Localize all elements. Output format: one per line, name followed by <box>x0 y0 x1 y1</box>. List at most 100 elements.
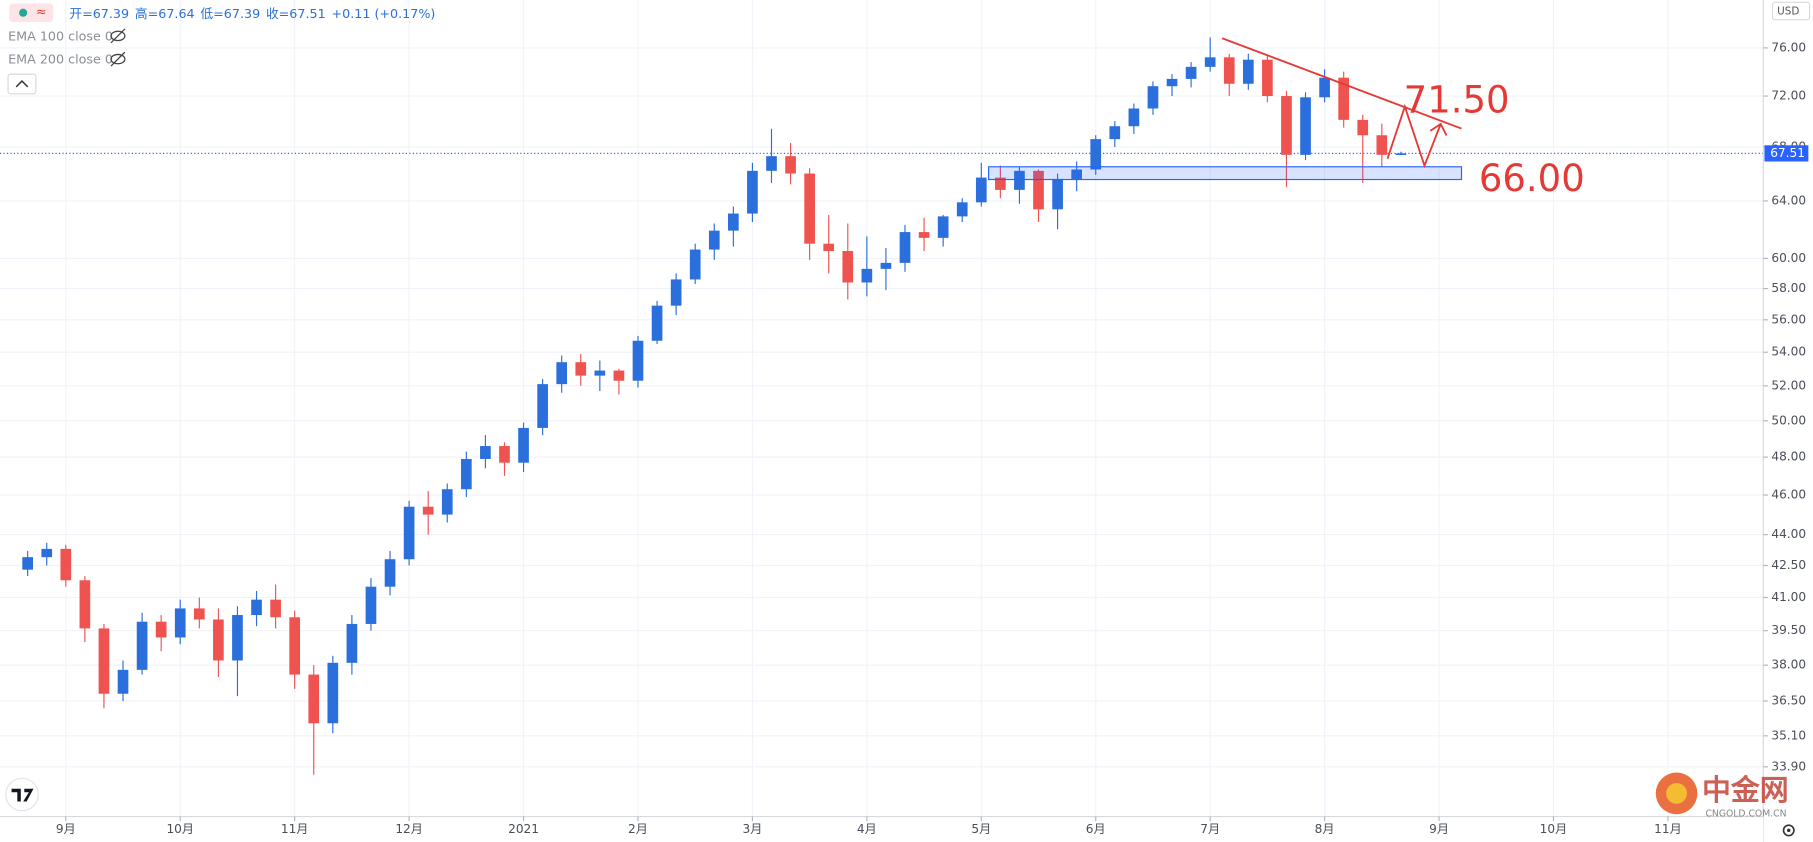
candle-body <box>251 599 262 616</box>
candle-body <box>460 458 472 490</box>
time-axis <box>0 816 1764 842</box>
candle-body <box>327 662 339 724</box>
y-tick-label: 72.00 <box>1771 89 1806 103</box>
candle-body <box>289 617 301 675</box>
y-tick-label: 76.00 <box>1771 40 1806 54</box>
y-tick-label: 35.10 <box>1771 728 1806 742</box>
candle-body <box>956 202 968 217</box>
price-axis <box>1763 0 1813 842</box>
x-tick-label: 2月 <box>628 822 648 836</box>
candle-body <box>117 669 129 694</box>
y-tick-label: 39.50 <box>1771 623 1806 637</box>
candle-body <box>499 446 510 463</box>
candle-body <box>1166 78 1178 87</box>
candle-body <box>937 216 949 238</box>
candle-body <box>1185 66 1197 79</box>
candle-body <box>670 279 682 306</box>
x-tick-label: 4月 <box>857 822 877 836</box>
candle-body <box>537 384 548 428</box>
candle-body <box>174 608 186 638</box>
last-price-box <box>1764 145 1809 162</box>
candle-body <box>1204 57 1216 67</box>
x-tick-label: 11月 <box>1654 822 1682 836</box>
candle-body <box>785 156 796 174</box>
annotation-text: 66.00 <box>1479 157 1585 200</box>
candle-body <box>270 599 281 618</box>
ohlc-item: 高=67.64 <box>135 5 195 20</box>
x-tick-label: 10月 <box>1540 822 1568 836</box>
candle-body <box>1071 169 1083 179</box>
candle-body <box>346 623 358 663</box>
x-tick-label: 5月 <box>971 822 991 836</box>
y-tick-label: 41.00 <box>1771 590 1806 604</box>
y-tick-label: 50.00 <box>1771 413 1806 427</box>
candle-body <box>613 370 625 381</box>
symbol-icon: ≈ <box>36 4 47 19</box>
candle-body <box>804 173 815 244</box>
x-tick-label: 8月 <box>1315 822 1335 836</box>
candle-body <box>403 506 415 560</box>
watermark-site: CNGOLD.COM.CN <box>1705 809 1786 820</box>
x-tick-label: 9月 <box>56 822 76 836</box>
candle-body <box>193 608 205 620</box>
settings-icon[interactable] <box>1782 824 1795 837</box>
candle-body <box>60 548 72 581</box>
y-tick-label: 33.90 <box>1771 759 1806 773</box>
status-dot <box>19 8 28 17</box>
candle-body <box>556 362 568 385</box>
candle-body <box>232 615 243 661</box>
candle-body <box>632 340 644 381</box>
symbol-badge[interactable] <box>9 3 54 23</box>
candle-body <box>1395 153 1407 155</box>
candles <box>22 37 1407 775</box>
candle-body <box>441 489 453 515</box>
candle-body <box>213 619 224 661</box>
x-tick-label: 10月 <box>166 822 194 836</box>
ohlc-item: 收=67.51 <box>266 5 326 20</box>
y-tick-label: 38.00 <box>1771 658 1806 672</box>
y-tick-label: 58.00 <box>1771 281 1806 295</box>
candle-body <box>880 262 892 269</box>
x-tick-label: 12月 <box>395 822 423 836</box>
indicator-label[interactable]: EMA 200 close 0 <box>8 52 113 67</box>
indicator-label[interactable]: EMA 100 close 0 <box>8 29 113 44</box>
ohlc-item: +0.11 (+0.17%) <box>331 5 435 20</box>
candle-body <box>575 362 587 376</box>
candle-body <box>1338 77 1350 120</box>
hide-icons[interactable] <box>110 28 126 67</box>
candle-body <box>975 177 987 203</box>
currency-selector[interactable]: USD <box>1771 1 1811 21</box>
axes: 33.90 35.10 36.50 38.00 39.50 41.00 42.50 44.00… <box>56 40 1809 836</box>
collapse-icon <box>15 80 29 88</box>
arrow-head <box>1429 122 1448 136</box>
tv-logo[interactable] <box>5 777 39 812</box>
candle-body <box>518 427 529 463</box>
x-tick-label: 11月 <box>281 822 309 836</box>
y-tick-label: 46.00 <box>1771 488 1806 502</box>
candle-body <box>1319 77 1330 98</box>
x-tick-label: 7月 <box>1200 822 1220 836</box>
candle-body <box>1014 170 1025 190</box>
candle-body <box>98 628 110 694</box>
watermark: 中金网 CNGOLD.COM.CN <box>1655 772 1789 820</box>
candle-body <box>861 268 873 283</box>
candle-body <box>1300 97 1311 155</box>
candle-body <box>594 370 606 376</box>
candle-body <box>823 243 835 252</box>
collapse-button[interactable] <box>7 73 37 95</box>
candle-body <box>480 446 491 459</box>
candle-body <box>995 177 1006 190</box>
y-tick-label: 60.00 <box>1771 251 1806 265</box>
y-tick-label: 52.00 <box>1771 378 1806 392</box>
y-tick-label: 42.50 <box>1771 558 1806 572</box>
candle-body <box>766 156 777 171</box>
x-tick-label: 9月 <box>1429 822 1449 836</box>
candle-body <box>708 230 720 250</box>
y-tick-label: 54.00 <box>1771 345 1806 359</box>
candle-body <box>422 506 434 515</box>
candle-body <box>22 557 33 570</box>
x-tick-label: 3月 <box>742 822 762 836</box>
y-tick-label: 48.00 <box>1771 450 1806 464</box>
